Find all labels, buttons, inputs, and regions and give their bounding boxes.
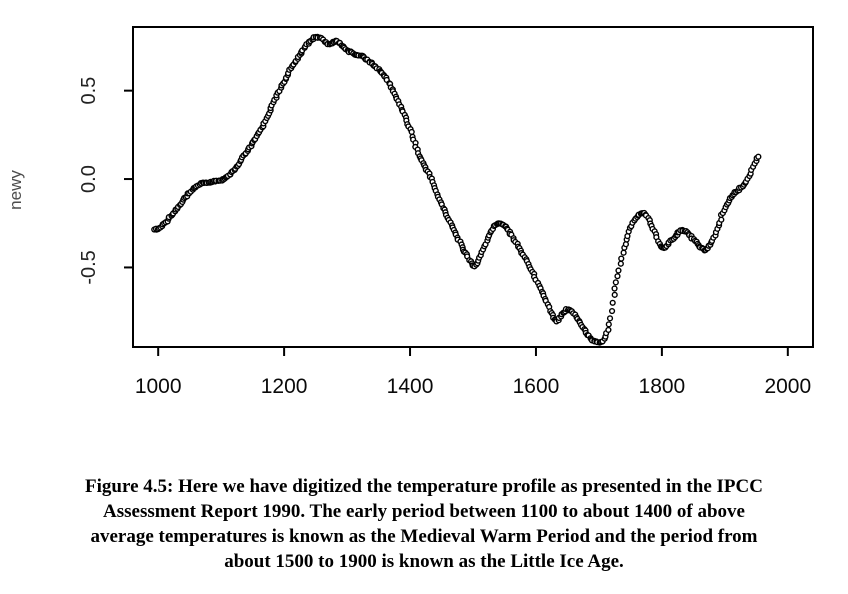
data-point-marker — [605, 321, 612, 328]
data-point-marker — [620, 249, 627, 256]
data-point-marker — [612, 279, 619, 286]
y-axis-ticks: -0.5 0.0 0.5 — [78, 77, 133, 285]
data-point-marker — [614, 273, 621, 280]
x-tick-label: 1400 — [387, 375, 434, 398]
data-points — [151, 33, 762, 346]
temperature-chart: 1000 1200 1400 1600 1800 2000 -0.5 0.0 0.5 newy — [6, 26, 814, 398]
data-point-marker — [755, 153, 762, 160]
x-tick-label: 2000 — [764, 375, 811, 398]
plot-svg: 1000 1200 1400 1600 1800 2000 -0.5 0.0 0.5 newy — [6, 26, 814, 398]
data-point-marker — [618, 255, 625, 262]
x-tick-label: 1800 — [639, 375, 686, 398]
data-point-marker — [611, 285, 618, 292]
caption-line-4: about 1500 to 1900 is known as the Littl… — [224, 551, 624, 572]
data-point-marker — [718, 216, 725, 223]
data-point-marker — [408, 128, 415, 136]
data-point-marker — [622, 241, 630, 248]
x-tick-label: 1600 — [513, 375, 560, 398]
data-point-marker — [605, 326, 612, 334]
data-point-marker — [608, 307, 616, 315]
data-point-marker — [609, 299, 616, 306]
plot-box — [132, 26, 814, 348]
x-axis-ticks: 1000 1200 1400 1600 1800 2000 — [135, 347, 811, 398]
data-point-marker — [617, 260, 624, 267]
y-tick-label: 0.0 — [78, 165, 100, 193]
figure-caption: Figure 4.5: Here we have digitized the t… — [0, 474, 848, 574]
y-tick-label: 0.5 — [78, 77, 100, 105]
x-tick-label: 1000 — [135, 375, 182, 398]
caption-line-2: Assessment Report 1990. The early period… — [103, 501, 745, 522]
caption-line-1: Figure 4.5: Here we have digitized the t… — [85, 476, 763, 497]
y-axis-label: newy — [6, 170, 25, 210]
data-point-marker — [611, 291, 618, 298]
data-point-marker — [606, 315, 614, 322]
x-tick-label: 1200 — [261, 375, 308, 398]
y-tick-label: -0.5 — [78, 250, 100, 284]
caption-line-3: average temperatures is known as the Med… — [90, 526, 758, 547]
data-point-marker — [615, 267, 622, 274]
